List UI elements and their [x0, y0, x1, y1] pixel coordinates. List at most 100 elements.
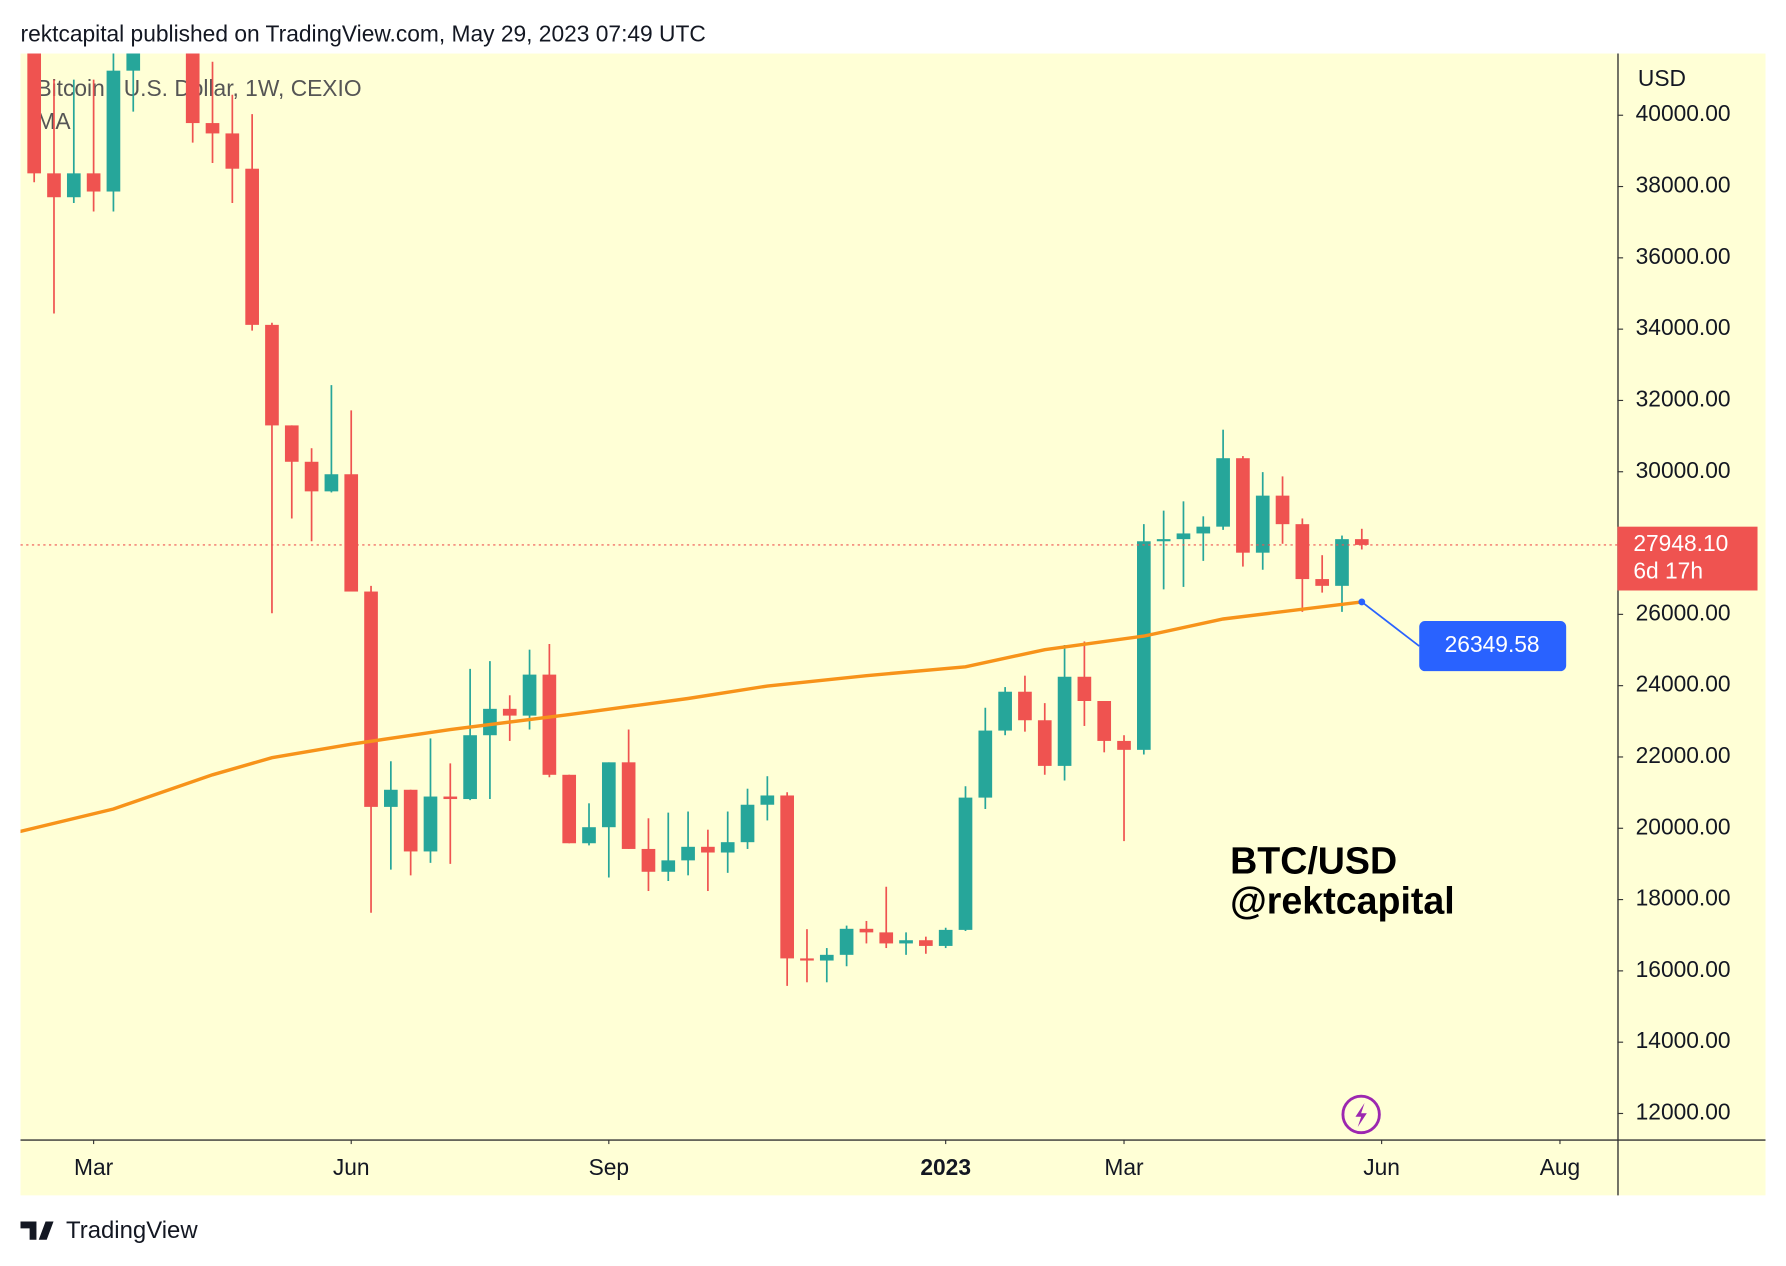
y-tick-label: 38000.00: [1636, 172, 1731, 198]
y-tick-label: 22000.00: [1636, 742, 1731, 768]
candle-body: [423, 796, 438, 852]
y-tick-label: 16000.00: [1636, 956, 1731, 982]
candle-body: [720, 842, 735, 853]
annotation: @rektcapital: [1230, 880, 1455, 922]
candle-body: [819, 954, 834, 961]
candle-body: [483, 708, 497, 736]
y-tick-label: 20000.00: [1636, 813, 1731, 839]
candle-body: [1097, 700, 1112, 741]
candle-body: [621, 762, 636, 849]
candle-body: [364, 591, 378, 807]
x-tick-label: 2023: [920, 1154, 971, 1180]
ma-value-label: 26349.58: [1445, 631, 1540, 657]
candle-body: [126, 53, 141, 71]
y-tick-label: 12000.00: [1636, 1099, 1731, 1125]
last-price-box: [1617, 526, 1758, 591]
candle-body: [601, 762, 616, 828]
candle-body: [1057, 676, 1072, 766]
footer: TradingView: [66, 1217, 198, 1244]
candle-body: [998, 691, 1012, 731]
candle-body: [502, 708, 517, 716]
x-tick-label: Jun: [333, 1154, 370, 1180]
candle-body: [839, 928, 854, 955]
candle-body: [1315, 579, 1330, 586]
y-tick-label: 18000.00: [1636, 885, 1731, 911]
candle-body: [1176, 533, 1191, 540]
candle-body: [1156, 539, 1171, 542]
candle-body: [304, 461, 319, 492]
candle-body: [1216, 458, 1230, 527]
y-tick-label: 40000.00: [1636, 100, 1731, 126]
ma-line: [20, 600, 1363, 834]
y-tick-label: 24000.00: [1636, 671, 1731, 697]
candle-body: [958, 797, 973, 930]
ma-value-box: [1419, 621, 1567, 672]
x-tick-label: Sep: [589, 1154, 630, 1180]
candle-body: [681, 846, 695, 861]
y-tick-label: 30000.00: [1636, 457, 1731, 483]
y-tick-label: 32000.00: [1636, 385, 1731, 411]
candle-body: [978, 730, 993, 798]
y-tick-label: 14000.00: [1636, 1027, 1731, 1053]
candle-body: [1137, 541, 1151, 750]
x-tick-label: Mar: [1104, 1154, 1144, 1180]
candle-body: [27, 53, 42, 174]
candle-body: [324, 474, 339, 492]
candle-body: [938, 929, 953, 946]
candle-body: [1018, 691, 1032, 721]
candle-body: [384, 789, 398, 807]
alert-icon: [1341, 1094, 1381, 1135]
candle-body: [1335, 539, 1349, 586]
countdown-label: 6d 17h: [1633, 557, 1703, 583]
candle-body: [225, 133, 240, 169]
candle-body: [740, 804, 755, 843]
candle-body: [641, 848, 656, 872]
footer-logo: [20, 1221, 54, 1240]
candle-body: [522, 674, 537, 716]
candle-body: [800, 958, 814, 961]
ma-leader: [1361, 601, 1420, 647]
candle-body: [66, 173, 81, 198]
candle-body: [1236, 458, 1250, 553]
candle-body: [562, 774, 577, 844]
candle-body: [582, 827, 596, 844]
candle-body: [443, 796, 458, 800]
candle-body: [1037, 720, 1052, 766]
candle-body: [344, 474, 359, 592]
candle-body: [1117, 740, 1131, 750]
candle-body: [859, 928, 874, 933]
candle-body: [284, 425, 299, 462]
candle-body: [1354, 539, 1369, 545]
candle-body: [879, 932, 894, 944]
candle-body: [245, 168, 259, 325]
candle-body: [185, 53, 200, 124]
y-tick-label: 26000.00: [1636, 599, 1731, 625]
x-tick-label: Mar: [74, 1154, 114, 1180]
y-axis-label: USD: [1638, 65, 1686, 91]
candle-body: [701, 846, 715, 853]
x-tick-label: Aug: [1540, 1154, 1581, 1180]
candle-body: [1196, 526, 1211, 534]
candle-body: [463, 735, 477, 800]
candle-body: [47, 173, 61, 198]
candle-body: [205, 123, 220, 134]
header: rektcapital published on TradingView.com…: [21, 20, 706, 46]
candle-body: [1295, 524, 1310, 580]
last-price-label: 27948.10: [1633, 530, 1728, 556]
candle-body: [1275, 495, 1290, 525]
candle-body: [403, 789, 418, 852]
candle-body: [542, 674, 557, 775]
candle-body: [86, 173, 101, 192]
candle-body: [265, 324, 279, 426]
candle-body: [1255, 495, 1270, 553]
candle-body: [919, 940, 933, 946]
candle-body: [780, 795, 794, 959]
x-tick-label: Jun: [1363, 1154, 1400, 1180]
plot: [20, 53, 1369, 986]
y-tick-label: 36000.00: [1636, 243, 1731, 269]
candle-body: [106, 70, 121, 192]
candle-body: [760, 795, 775, 805]
ma-point: [1358, 598, 1366, 606]
